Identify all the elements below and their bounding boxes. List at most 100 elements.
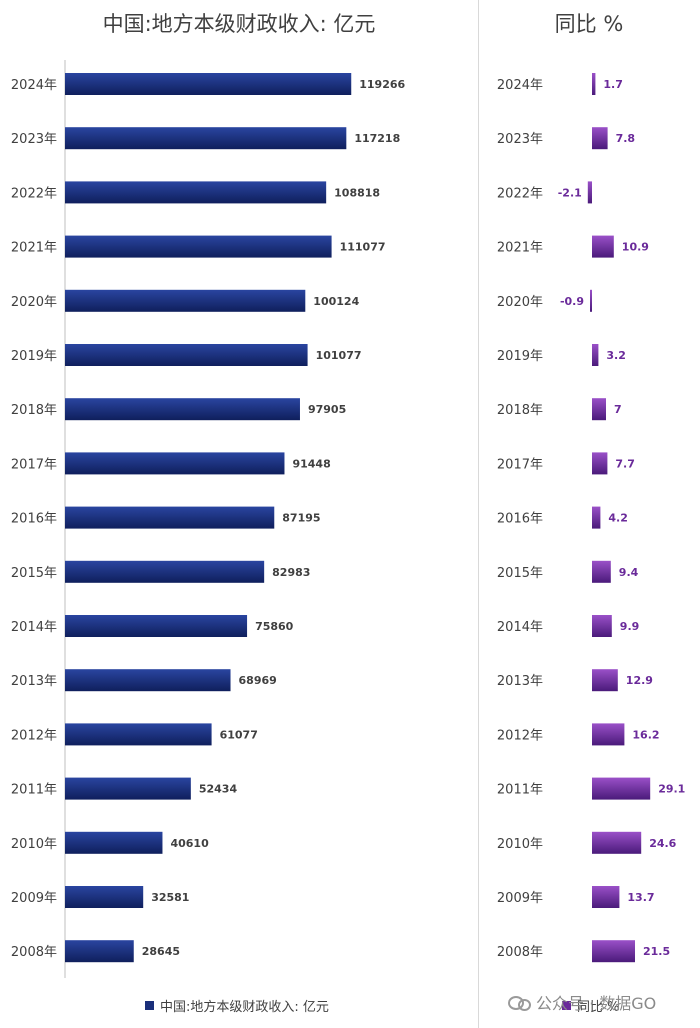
right-bar bbox=[592, 560, 611, 583]
left-data-label: 68969 bbox=[239, 674, 277, 687]
left-category-label: 2016年 bbox=[11, 512, 57, 527]
left-category-label: 2024年 bbox=[11, 78, 57, 93]
right-bar bbox=[592, 940, 635, 963]
right-category-label: 2016年 bbox=[497, 512, 543, 527]
right-data-label: 7 bbox=[614, 403, 622, 416]
right-category-label: 2024年 bbox=[497, 78, 543, 93]
left-bar bbox=[65, 289, 306, 312]
right-bar bbox=[592, 831, 642, 854]
watermark: 公众号 · 数据GO bbox=[508, 990, 656, 1014]
left-data-label: 91448 bbox=[292, 457, 330, 470]
left-chart-panel: 中国:地方本级财政收入: 亿元 2024年 119266 2023年 117218 20… bbox=[11, 0, 479, 1028]
right-data-label: -2.1 bbox=[558, 186, 582, 199]
right-data-label: 10.9 bbox=[622, 241, 649, 254]
left-bar bbox=[65, 181, 327, 204]
right-category-label: 2017年 bbox=[497, 457, 543, 472]
left-bar bbox=[65, 452, 285, 475]
right-bar bbox=[592, 452, 608, 475]
right-data-label: 9.4 bbox=[619, 566, 639, 579]
left-bar-chart: 2024年 119266 2023年 117218 2022年 108818 2021年 11… bbox=[11, 60, 406, 978]
right-bar bbox=[592, 723, 625, 746]
left-category-label: 2021年 bbox=[11, 241, 57, 256]
left-data-label: 52434 bbox=[199, 783, 238, 796]
right-data-label: 3.2 bbox=[606, 349, 626, 362]
right-bar bbox=[587, 181, 592, 204]
left-category-label: 2010年 bbox=[11, 837, 57, 852]
left-category-label: 2023年 bbox=[11, 132, 57, 147]
right-data-label: 24.6 bbox=[649, 837, 676, 850]
left-category-label: 2015年 bbox=[11, 566, 57, 581]
left-bar bbox=[65, 235, 332, 258]
right-category-label: 2018年 bbox=[497, 403, 543, 418]
left-data-label: 97905 bbox=[308, 403, 346, 416]
left-data-label: 101077 bbox=[316, 349, 362, 362]
left-bar bbox=[65, 73, 352, 95]
right-data-label: -0.9 bbox=[560, 295, 584, 308]
left-category-label: 2022年 bbox=[11, 186, 57, 201]
left-category-label: 2011年 bbox=[11, 783, 57, 798]
left-category-label: 2008年 bbox=[11, 945, 57, 960]
left-data-label: 108818 bbox=[334, 186, 380, 199]
left-bar bbox=[65, 615, 248, 637]
right-data-label: 4.2 bbox=[608, 512, 628, 525]
right-category-label: 2011年 bbox=[497, 783, 543, 798]
left-data-label: 111077 bbox=[340, 241, 386, 254]
left-bar bbox=[65, 344, 308, 366]
left-category-label: 2013年 bbox=[11, 674, 57, 689]
left-data-label: 40610 bbox=[170, 837, 209, 850]
left-bar bbox=[65, 506, 275, 529]
right-category-label: 2020年 bbox=[497, 295, 543, 310]
right-data-label: 16.2 bbox=[632, 728, 659, 741]
right-category-label: 2023年 bbox=[497, 132, 543, 147]
wechat-icon bbox=[508, 994, 531, 1011]
left-bar bbox=[65, 669, 231, 692]
right-category-label: 2021年 bbox=[497, 241, 543, 256]
right-bar bbox=[592, 777, 651, 800]
right-data-label: 9.9 bbox=[620, 620, 640, 633]
left-data-label: 119266 bbox=[359, 78, 405, 91]
left-category-label: 2017年 bbox=[11, 457, 57, 472]
right-bar bbox=[592, 344, 599, 366]
left-bar bbox=[65, 127, 347, 150]
right-category-label: 2009年 bbox=[497, 891, 543, 906]
left-bar bbox=[65, 398, 300, 421]
right-bar bbox=[590, 289, 592, 312]
left-data-label: 61077 bbox=[220, 728, 258, 741]
left-bar bbox=[65, 723, 212, 746]
right-data-label: 12.9 bbox=[626, 674, 653, 687]
right-bar bbox=[592, 235, 614, 258]
right-data-label: 1.7 bbox=[603, 78, 623, 91]
right-bar bbox=[592, 127, 608, 150]
right-legend-swatch bbox=[562, 1001, 571, 1010]
right-bar bbox=[592, 615, 612, 637]
left-data-label: 82983 bbox=[272, 566, 310, 579]
right-category-label: 2015年 bbox=[497, 566, 543, 581]
right-data-label: 21.5 bbox=[643, 945, 670, 958]
right-bar bbox=[592, 506, 601, 529]
left-legend-label: 中国:地方本级财政收入: 亿元 bbox=[160, 1000, 329, 1015]
right-category-label: 2013年 bbox=[497, 674, 543, 689]
left-category-label: 2019年 bbox=[11, 349, 57, 364]
left-legend-swatch bbox=[145, 1001, 154, 1010]
left-bar bbox=[65, 777, 191, 800]
left-chart-title: 中国:地方本级财政收入: 亿元 bbox=[102, 12, 376, 36]
right-bar bbox=[592, 73, 596, 95]
right-legend-label: 同比 % bbox=[577, 1000, 620, 1015]
right-category-label: 2022年 bbox=[497, 186, 543, 201]
right-bar-chart: 2024年 1.7 2023年 7.8 2022年 -2.1 2021年 10.9 2020年 -… bbox=[497, 73, 685, 963]
left-legend: 中国:地方本级财政收入: 亿元 bbox=[145, 996, 329, 1015]
left-category-label: 2009年 bbox=[11, 891, 57, 906]
left-data-label: 117218 bbox=[354, 132, 400, 145]
left-category-label: 2012年 bbox=[11, 728, 57, 743]
right-category-label: 2012年 bbox=[497, 728, 543, 743]
left-bar bbox=[65, 831, 163, 854]
left-data-label: 87195 bbox=[282, 512, 320, 525]
left-bar bbox=[65, 886, 144, 908]
right-bar bbox=[592, 886, 620, 908]
right-data-label: 13.7 bbox=[627, 891, 654, 904]
right-bar bbox=[592, 669, 618, 692]
left-category-label: 2020年 bbox=[11, 295, 57, 310]
left-data-label: 100124 bbox=[313, 295, 359, 308]
right-data-label: 29.1 bbox=[658, 783, 685, 796]
left-bar bbox=[65, 560, 265, 583]
